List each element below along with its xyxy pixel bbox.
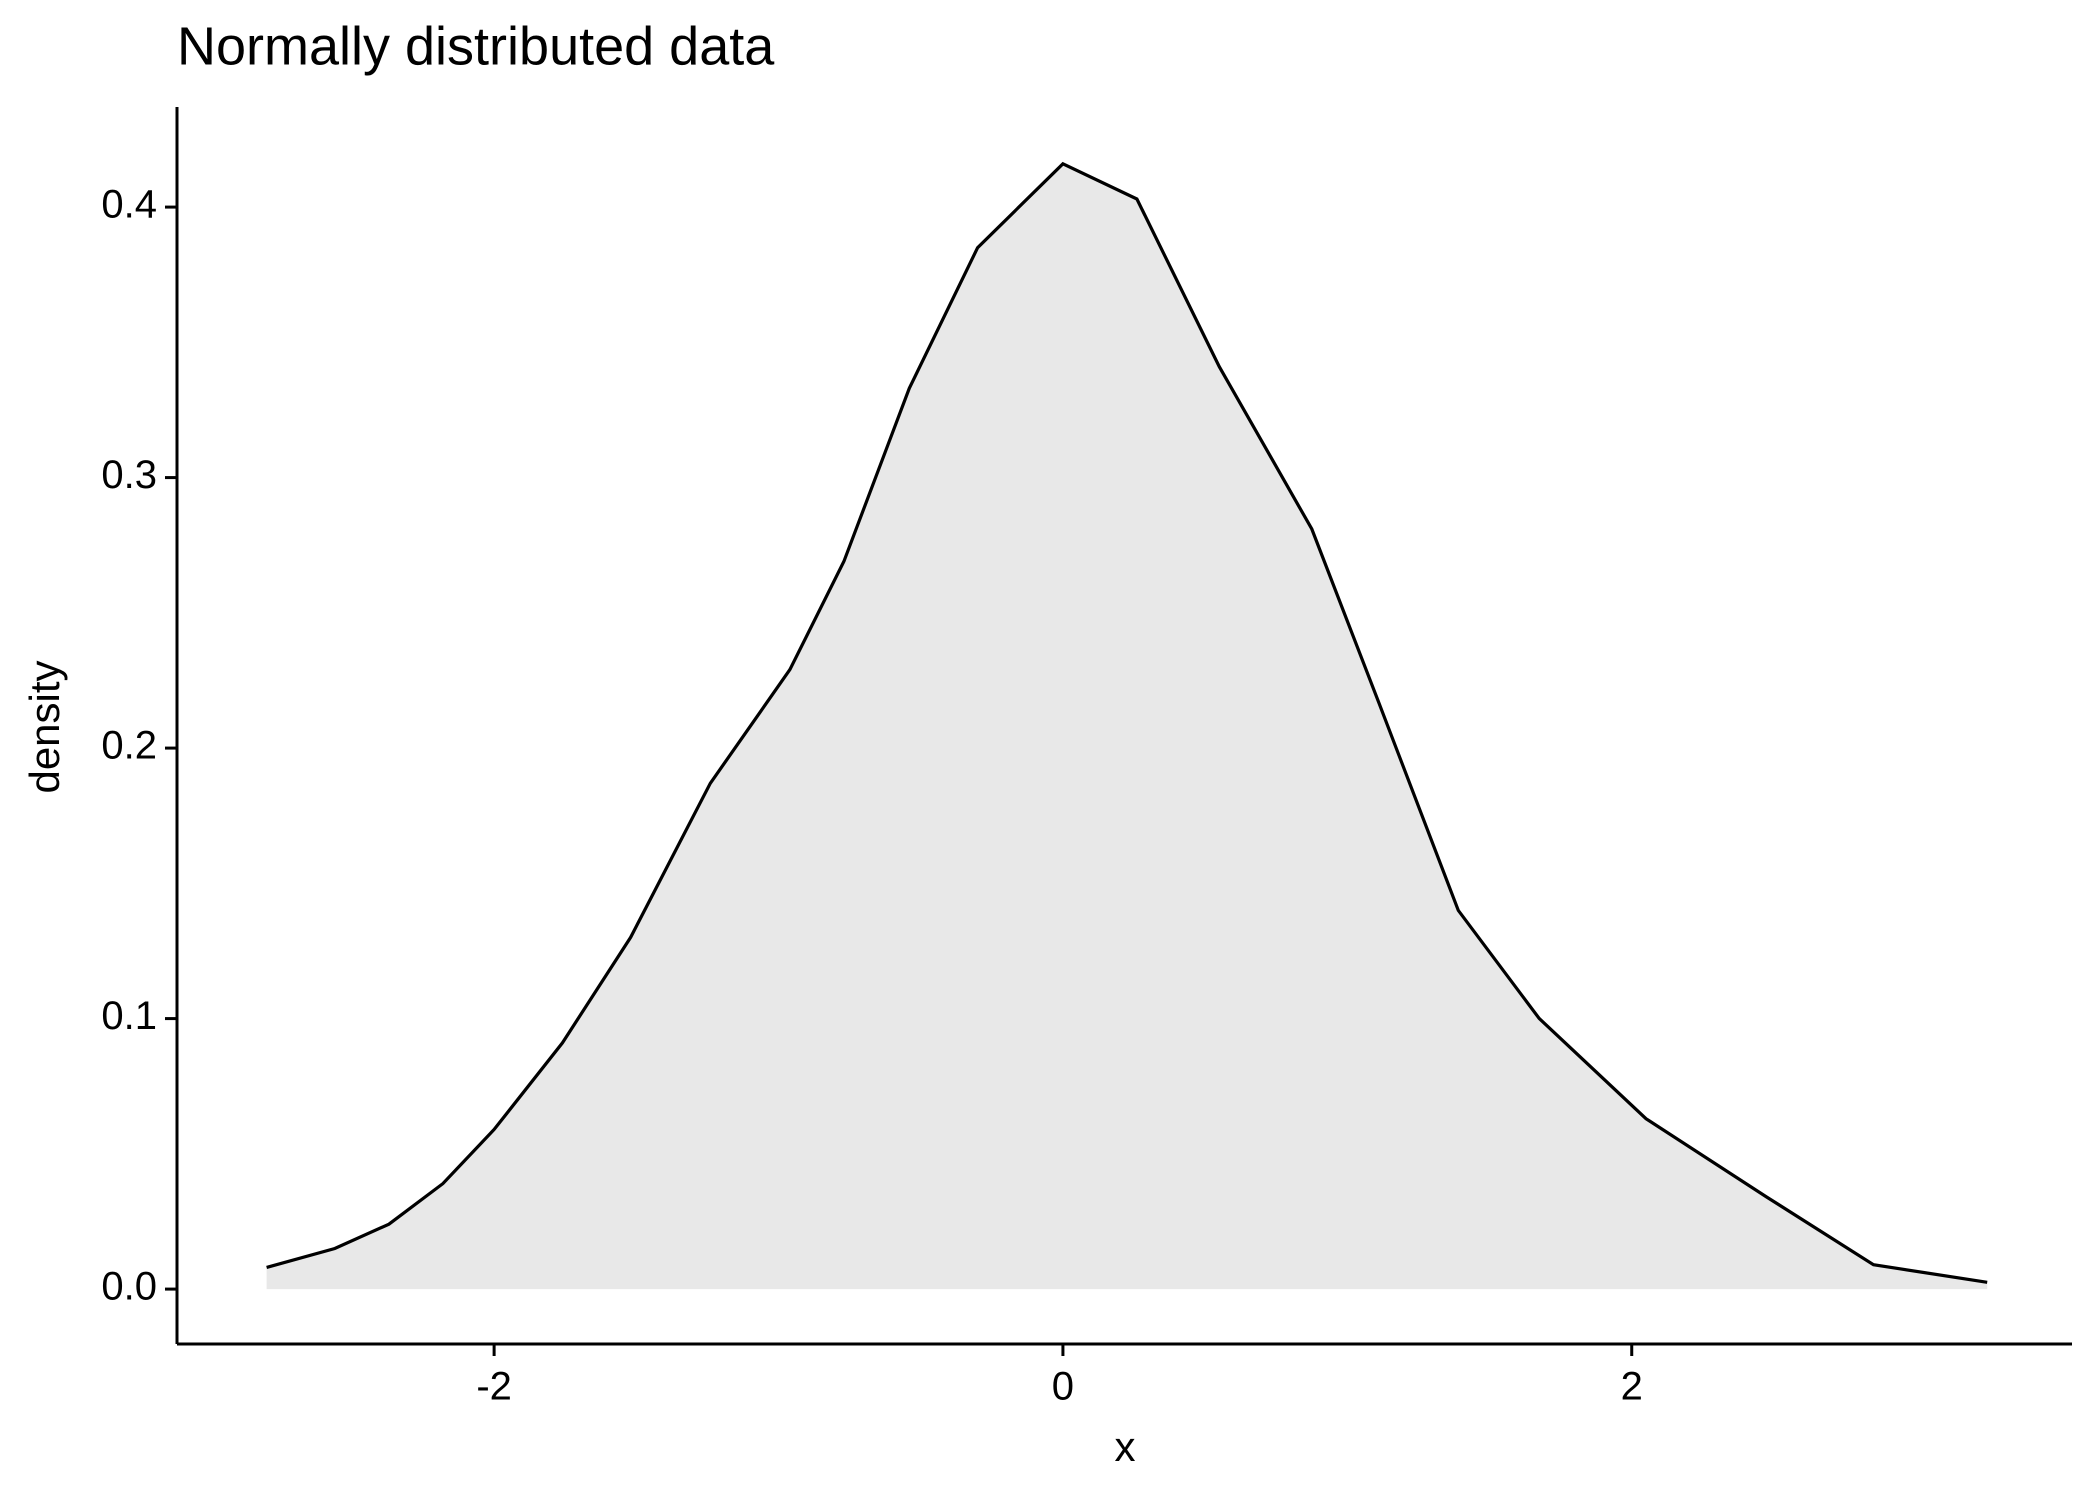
density-line xyxy=(266,161,1988,1284)
x-tick-label: -2 xyxy=(476,1365,512,1409)
y-tick-label: 0.4 xyxy=(101,183,157,227)
y-axis-label: density xyxy=(21,660,68,793)
y-tick-label: 0.0 xyxy=(101,1265,157,1309)
chart-title: Normally distributed data xyxy=(177,16,775,76)
density-area xyxy=(266,163,1988,1290)
y-tick-label: 0.3 xyxy=(101,453,157,497)
x-axis-label: x xyxy=(1115,1423,1136,1470)
x-tick-label: 2 xyxy=(1621,1365,1643,1409)
y-tick-label: 0.1 xyxy=(101,994,157,1038)
x-tick-label: 0 xyxy=(1052,1365,1074,1409)
y-tick-label: 0.2 xyxy=(101,724,157,768)
